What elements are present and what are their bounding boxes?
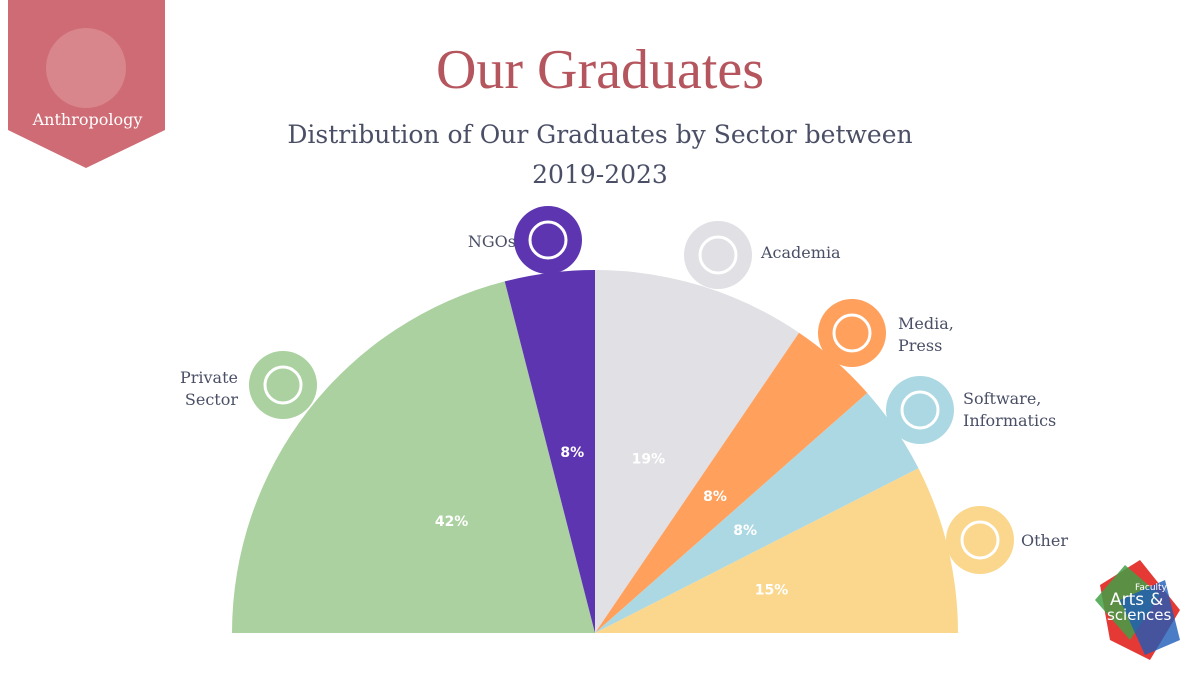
chart-subtitle: Distribution of Our Graduates by Sector …: [287, 120, 913, 189]
category-icon-ring: [900, 390, 940, 430]
value-label: 8%: [733, 523, 757, 539]
category-icon-ring: [960, 520, 1000, 560]
value-label: 15%: [755, 583, 789, 599]
category-label: Software, Informatics: [963, 389, 1057, 430]
category-icon-ring: [528, 220, 568, 260]
slice: [232, 281, 595, 633]
logo-text: sciences: [1107, 606, 1171, 624]
category-icon-ring: [698, 235, 738, 275]
slice: [595, 392, 919, 633]
category-label: Academia: [761, 243, 841, 262]
category-icon-ring: [832, 313, 872, 353]
category-icon: [886, 376, 954, 444]
category-icon: [514, 206, 582, 274]
slice: [504, 270, 595, 633]
category-icon-ring: [263, 365, 303, 405]
category-label: NGOs: [467, 232, 516, 251]
slice: [595, 332, 868, 633]
badge-label: Anthropology: [32, 110, 143, 129]
value-label: 19%: [632, 452, 666, 468]
logo-text: &: [1150, 590, 1163, 610]
value-label: 8%: [560, 445, 584, 461]
category-icon: [684, 221, 752, 289]
badge-icon: [46, 28, 126, 108]
category-label: Private Sector: [179, 368, 238, 409]
value-label: 8%: [703, 489, 727, 505]
category-icon: [818, 299, 886, 367]
slice: [595, 270, 800, 633]
logo: Faculty Arts & sciences: [1095, 560, 1180, 660]
logo-text: Arts: [1110, 590, 1144, 610]
category-label: Other: [1021, 531, 1068, 550]
category-icon: [249, 351, 317, 419]
category-icon: [946, 506, 1014, 574]
logo-text: Faculty: [1135, 583, 1168, 593]
slice: [595, 468, 958, 633]
chart-title: Our Graduates: [435, 39, 765, 101]
value-label: 42%: [435, 514, 469, 530]
category-label: Media, Press: [898, 314, 954, 355]
